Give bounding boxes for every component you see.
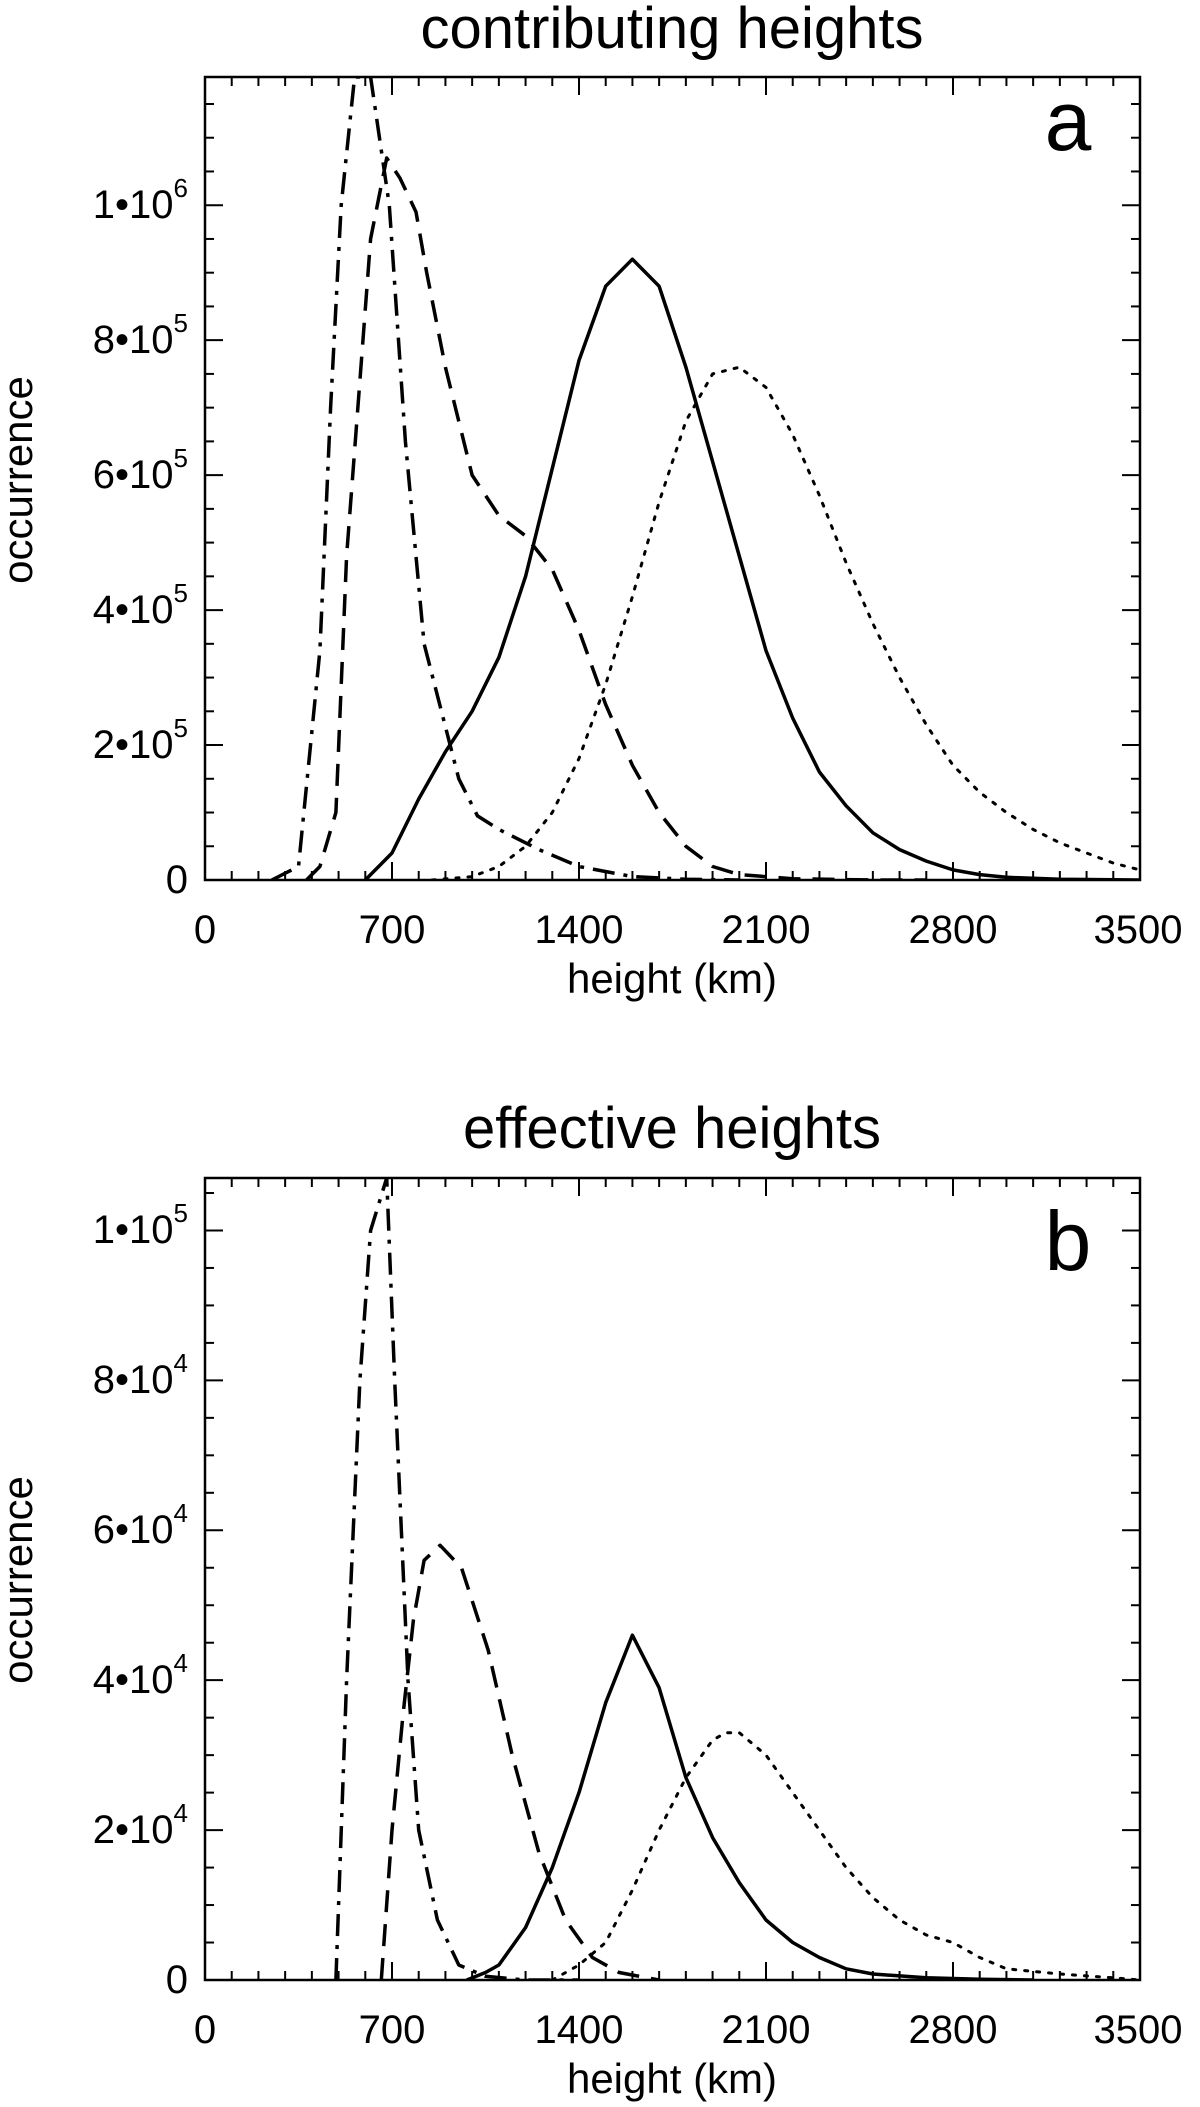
series-solid-line: [364, 257, 1140, 880]
panel-b-ytick-label: 1•105: [93, 1198, 188, 1252]
panel-a-ytick-labels: 0 2•105 4•105 6•105 8•105 1•106: [93, 173, 188, 902]
panel-a-xtick-label: 0: [194, 908, 216, 952]
panel-a-xtick-label: 1400: [535, 908, 624, 952]
panel-a-plot-frame: [203, 75, 1142, 882]
panel-a-ytick-label: 8•105: [93, 308, 188, 362]
panel-a-ytick-label: 0: [166, 858, 188, 902]
panel-b-title: effective heights: [463, 1096, 881, 1161]
panel-b-xtick-label: 1400: [535, 2008, 624, 2052]
panel-b-series: [334, 1178, 1140, 1980]
panel-b-xtick-label: 2100: [722, 2008, 811, 2052]
panel-a-xlabel: height (km): [567, 955, 777, 1002]
panel-b-ylabel: occurrence: [0, 1476, 41, 1684]
panel-b-ticks: [204, 1178, 1141, 1981]
panel-b-plot-frame: [203, 1176, 1142, 1982]
panel-a-series: [271, 77, 1140, 880]
panel-a-contributing-heights: contributing heights a height (km) occur…: [0, 0, 1182, 1002]
panel-a-ytick-label: 2•105: [93, 713, 188, 767]
panel-a-ytick-label: 6•105: [93, 443, 188, 497]
panel-a-title: contributing heights: [421, 0, 924, 61]
panel-b-ytick-label: 8•104: [93, 1348, 188, 1402]
panel-b-letter: b: [1045, 1194, 1092, 1288]
panel-b-xtick-label: 0: [194, 2008, 216, 2052]
panel-a-xtick-label: 700: [359, 908, 426, 952]
panel-a-ytick-label: 1•106: [93, 173, 188, 227]
panel-b-xlabel: height (km): [567, 2055, 777, 2102]
series-solid-line: [466, 1633, 1034, 1980]
panel-a-xtick-labels: 0 700 1400 2100 2800 3500: [194, 908, 1183, 952]
panel-b-ytick-label: 2•104: [93, 1798, 188, 1852]
panel-a-xtick-label: 3500: [1094, 908, 1183, 952]
panel-b-ytick-label: 6•104: [93, 1498, 188, 1552]
series-dotted-line: [430, 365, 1140, 880]
panel-a-ytick-label: 4•105: [93, 578, 188, 632]
panel-a-xtick-label: 2100: [722, 908, 811, 952]
panel-b-xtick-label: 2800: [909, 2008, 998, 2052]
panel-b-effective-heights: effective heights b height (km) occurren…: [0, 1096, 1182, 2102]
panel-b-xtick-label: 3500: [1094, 2008, 1183, 2052]
panel-b-ytick-labels: 0 2•104 4•104 6•104 8•104 1•105: [93, 1198, 188, 2002]
panel-b-xtick-labels: 0 700 1400 2100 2800 3500: [194, 2008, 1183, 2052]
panel-b-ytick-label: 0: [166, 1958, 188, 2002]
panel-a-xtick-label: 2800: [909, 908, 998, 952]
series-dashed-line: [379, 1543, 660, 1980]
panel-a-letter: a: [1045, 74, 1092, 168]
panel-b-xtick-label: 700: [359, 2008, 426, 2052]
series-dash-dot-line: [334, 1178, 579, 1980]
series-dash-dot-line: [271, 77, 740, 880]
panel-b-ytick-label: 4•104: [93, 1648, 188, 1702]
series-dotted-line: [550, 1731, 1140, 1980]
panel-a-ticks: [204, 77, 1141, 881]
series-dashed-line: [305, 156, 927, 880]
panel-a-ylabel: occurrence: [0, 376, 41, 584]
